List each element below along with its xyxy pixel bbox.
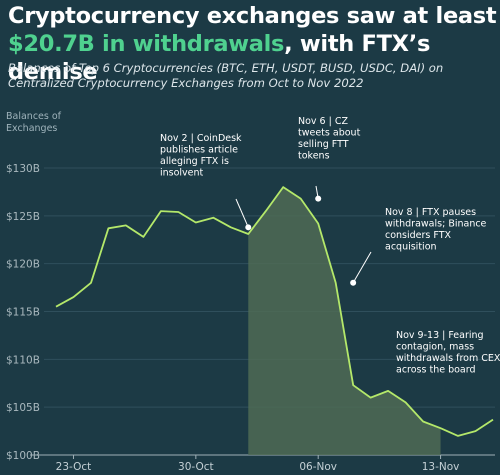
annotation-text-line: Nov 2 | CoinDesk <box>160 133 242 144</box>
annotation-leader <box>352 251 372 284</box>
title-line-1: Cryptocurrency exchanges saw at least <box>8 3 497 29</box>
annotation-text-line: Nov 8 | FTX pauses <box>385 207 476 218</box>
chart-title: Cryptocurrency exchanges saw at least $2… <box>8 2 498 86</box>
y-axis-label-line: Exchanges <box>6 123 57 134</box>
annotation-text-line: tokens <box>298 151 330 162</box>
y-tick-label: $115B <box>6 307 40 319</box>
subtitle-line-1: Balances of Top 6 Cryptocurrencies (BTC,… <box>8 61 444 75</box>
annotation-point <box>350 279 357 286</box>
annotation-text-line: withdrawals; Binance <box>385 219 487 230</box>
annotation-text-line: alleging FTX is <box>160 156 229 167</box>
annotation-text-line: selling FTT <box>298 139 349 150</box>
title-line-2-rest: , with FTX’s demise <box>8 31 431 85</box>
title-line-2: $20.7B in withdrawals, with FTX’s demise <box>8 30 498 86</box>
subtitle-line-2: Centralized Cryptocurrency Exchanges fro… <box>8 76 364 90</box>
x-tick-label: 23-Oct <box>56 461 92 473</box>
annotation-point <box>315 195 322 202</box>
y-tick-label: $105B <box>6 402 40 414</box>
annotation-text-line: withdrawals from CEXs <box>396 353 500 364</box>
annotation-text-line: tweets about <box>298 128 361 139</box>
annotation-text-line: insolvent <box>160 168 204 179</box>
annotation-text-line: contagion, mass <box>396 342 474 353</box>
y-tick-label: $125B <box>6 211 40 223</box>
title-highlight: $20.7B in withdrawals <box>8 31 285 57</box>
annotation-leader <box>235 198 249 228</box>
y-tick-label: $120B <box>6 259 40 271</box>
y-axis-label-line: Balances of <box>6 111 62 122</box>
chart-subtitle: Balances of Top 6 Cryptocurrencies (BTC,… <box>8 61 498 91</box>
annotation-text-line: acquisition <box>385 242 437 253</box>
annotation-text-line: across the board <box>396 365 476 376</box>
y-tick-label: $100B <box>6 450 40 462</box>
annotation-text-line: Nov 9-13 | Fearing <box>396 330 484 341</box>
shaded-area <box>248 187 441 455</box>
y-tick-label: $110B <box>6 354 40 366</box>
annotation-text-line: publishes article <box>160 145 238 156</box>
x-tick-label: 06-Nov <box>299 461 337 473</box>
y-tick-label: $130B <box>6 163 40 175</box>
x-tick-label: 30-Oct <box>178 461 214 473</box>
series-line <box>55 186 494 437</box>
annotation-text-line: Nov 6 | CZ <box>298 116 348 127</box>
x-tick-label: 13-Nov <box>422 461 460 473</box>
annotation-text-line: considers FTX <box>385 230 451 241</box>
annotation-point <box>245 224 252 231</box>
